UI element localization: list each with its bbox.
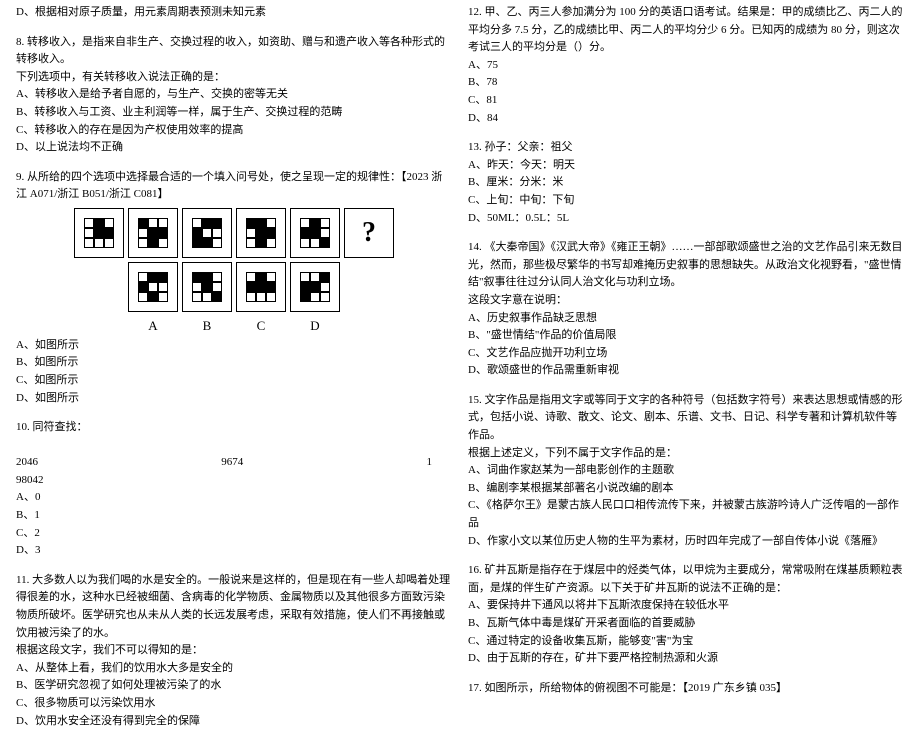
figure-box [290, 262, 340, 312]
question-9: 9. 从所给的四个选项中选择最合适的一个填入问号处，使之呈现一定的规律性：【20… [16, 169, 452, 407]
q9-figure-bottom-row [16, 262, 452, 312]
q16-option-a: A、要保持井下通风以将井下瓦斯浓度保持在较低水平 [468, 597, 904, 615]
q17-stem: 17. 如图所示，所给物体的俯视图不可能是：【2019 广东乡镇 035】 [468, 680, 904, 698]
label-b: B [182, 316, 232, 337]
q11-option-b: B、医学研究忽视了如何处理被污染了的水 [16, 677, 452, 695]
q11-option-d: D、饮用水安全还没有得到完全的保障 [16, 713, 452, 730]
figure-box [182, 208, 232, 258]
q16-option-c: C、通过特定的设备收集瓦斯，能够变"害"为宝 [468, 633, 904, 651]
q8-stem1: 8. 转移收入，是指来自非生产、交换过程的收入，如资助、赠与和遗产收入等各种形式… [16, 34, 452, 69]
label-d: D [290, 316, 340, 337]
q13-option-a: A、昨天：今天：明天 [468, 157, 904, 175]
question-12: 12. 甲、乙、丙三人参加满分为 100 分的英语口语考试。结果是：甲的成绩比乙… [468, 4, 904, 127]
q9-stem: 9. 从所给的四个选项中选择最合适的一个填入问号处，使之呈现一定的规律性：【20… [16, 169, 452, 204]
left-column: D、根据相对原子质量，用元素周期表预测未知元素 8. 转移收入，是指来自非生产、… [8, 4, 460, 647]
q12-option-a: A、75 [468, 57, 904, 75]
q9-option-a: A、如图所示 [16, 337, 452, 355]
q13-option-d: D、50ML：0.5L：5L [468, 210, 904, 228]
q10-n4: 98042 [16, 472, 452, 490]
option-text: D、根据相对原子质量，用元素周期表预测未知元素 [16, 4, 452, 22]
q14-stem1: 14. 《大秦帝国》《汉武大帝》《雍正王朝》……一部部歌颂盛世之治的文艺作品引来… [468, 239, 904, 292]
q8-option-d: D、以上说法均不正确 [16, 139, 452, 157]
q15-option-d: D、作家小文以某位历史人物的生平为素材，历时四年完成了一部自传体小说《落雁》 [468, 533, 904, 551]
label-a: A [128, 316, 178, 337]
empty-line [16, 437, 452, 455]
q9-option-labels: A B C D [16, 316, 452, 337]
question-16: 16. 矿井瓦斯是指存在于煤层中的烃类气体，以甲烷为主要成分，常常吸附在煤基质颗… [468, 562, 904, 668]
q10-option-b: B、1 [16, 507, 452, 525]
q8-option-c: C、转移收入的存在是因为产权使用效率的提高 [16, 122, 452, 140]
figure-box [182, 262, 232, 312]
q14-option-c: C、文艺作品应抛开功利立场 [468, 345, 904, 363]
right-column: 12. 甲、乙、丙三人参加满分为 100 分的英语口语考试。结果是：甲的成绩比乙… [460, 4, 912, 647]
q11-stem1: 11. 大多数人以为我们喝的水是安全的。一般说来是这样的，但是现在有一些人却喝着… [16, 572, 452, 642]
question-15: 15. 文字作品是指用文字或等同于文字的各种符号（包括数字符号）来表达思想或情感… [468, 392, 904, 550]
q15-option-b: B、编剧李某根据某部著名小说改编的剧本 [468, 480, 904, 498]
figure-box [290, 208, 340, 258]
q10-option-a: A、0 [16, 489, 452, 507]
q8-stem2: 下列选项中，有关转移收入说法正确的是： [16, 69, 452, 87]
figure-box [74, 208, 124, 258]
q8-option-a: A、转移收入是给予者自愿的，与生产、交换的密等无关 [16, 86, 452, 104]
q10-numbers-row: 2046 9674 1 [16, 454, 452, 472]
q10-n3: 1 [427, 454, 433, 472]
q7-option-d: D、根据相对原子质量，用元素周期表预测未知元素 [16, 4, 452, 22]
q11-stem2: 根据这段文字，我们不可以得知的是： [16, 642, 452, 660]
q11-option-a: A、从整体上看，我们的饮用水大多是安全的 [16, 660, 452, 678]
question-8: 8. 转移收入，是指来自非生产、交换过程的收入，如资助、赠与和遗产收入等各种形式… [16, 34, 452, 157]
figure-box [236, 262, 286, 312]
q10-option-d: D、3 [16, 542, 452, 560]
q16-stem: 16. 矿井瓦斯是指存在于煤层中的烃类气体，以甲烷为主要成分，常常吸附在煤基质颗… [468, 562, 904, 597]
q15-option-a: A、词曲作家赵某为一部电影创作的主题歌 [468, 462, 904, 480]
q10-n1: 2046 [16, 454, 38, 472]
q12-option-b: B、78 [468, 74, 904, 92]
question-10: 10. 同符查找： 2046 9674 1 98042 A、0 B、1 C、2 … [16, 419, 452, 560]
q10-n2: 9674 [221, 454, 243, 472]
question-14: 14. 《大秦帝国》《汉武大帝》《雍正王朝》……一部部歌颂盛世之治的文艺作品引来… [468, 239, 904, 380]
q13-option-b: B、厘米：分米：米 [468, 174, 904, 192]
figure-box [128, 208, 178, 258]
q15-stem2: 根据上述定义，下列不属于文字作品的是： [468, 445, 904, 463]
q15-stem1: 15. 文字作品是指用文字或等同于文字的各种符号（包括数字符号）来表达思想或情感… [468, 392, 904, 445]
figure-box [128, 262, 178, 312]
q9-option-d: D、如图所示 [16, 390, 452, 408]
q9-figure-top-row: ? [16, 208, 452, 258]
q14-stem2: 这段文字意在说明： [468, 292, 904, 310]
question-13: 13. 孙子：父亲：祖父 A、昨天：今天：明天 B、厘米：分米：米 C、上旬：中… [468, 139, 904, 227]
q15-option-c: C、《格萨尔王》是蒙古族人民口口相传流传下来，并被蒙古族游吟诗人广泛传唱的一部作… [468, 497, 904, 532]
q14-option-d: D、歌颂盛世的作品需重新审视 [468, 362, 904, 380]
q8-option-b: B、转移收入与工资、业主利润等一样，属于生产、交换过程的范畴 [16, 104, 452, 122]
q14-option-b: B、"盛世情结"作品的价值局限 [468, 327, 904, 345]
q12-option-c: C、81 [468, 92, 904, 110]
q13-stem: 13. 孙子：父亲：祖父 [468, 139, 904, 157]
label-c: C [236, 316, 286, 337]
figure-box [236, 208, 286, 258]
q13-option-c: C、上旬：中旬：下旬 [468, 192, 904, 210]
q12-stem: 12. 甲、乙、丙三人参加满分为 100 分的英语口语考试。结果是：甲的成绩比乙… [468, 4, 904, 57]
q16-option-b: B、瓦斯气体中毒是煤矿开采者面临的首要威胁 [468, 615, 904, 633]
q10-stem: 10. 同符查找： [16, 419, 452, 437]
q12-option-d: D、84 [468, 110, 904, 128]
q14-option-a: A、历史叙事作品缺乏思想 [468, 310, 904, 328]
q16-option-d: D、由于瓦斯的存在，矿井下要严格控制热源和火源 [468, 650, 904, 668]
q9-option-c: C、如图所示 [16, 372, 452, 390]
q11-option-c: C、很多物质可以污染饮用水 [16, 695, 452, 713]
q9-option-b: B、如图所示 [16, 354, 452, 372]
q10-option-c: C、2 [16, 525, 452, 543]
figure-question-mark: ? [344, 208, 394, 258]
question-17: 17. 如图所示，所给物体的俯视图不可能是：【2019 广东乡镇 035】 [468, 680, 904, 698]
